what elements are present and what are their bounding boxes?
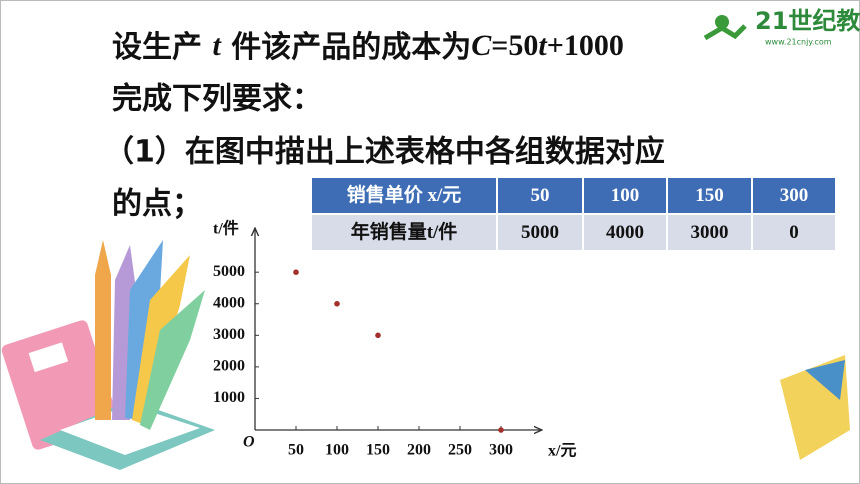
point [498, 427, 504, 433]
x-tick-label: 200 [407, 442, 431, 459]
table-cell [751, 213, 837, 252]
table-cell [496, 213, 584, 252]
table-text: 5000 [521, 222, 559, 243]
decoration [1, 240, 850, 470]
y-tick-label: 2000 [213, 358, 245, 375]
table-text: 3000 [691, 222, 729, 243]
problem-line: 设生产 t 件该产品的成本为C=50t+1000 [112, 29, 624, 65]
chart: 50 100 150 200 250 300 1000 2000 3000 4000 5000 Ox/… [213, 219, 576, 460]
text-part: =50 [491, 29, 538, 62]
text-part: 设生产 [112, 30, 212, 65]
y-tick-label: 1000 [213, 389, 245, 406]
y-axis-label: t/件 [213, 219, 239, 238]
text-part: t [212, 29, 222, 62]
table-text: 4000 [606, 222, 644, 243]
logo-url: www.21cnjy.com [765, 38, 832, 47]
y-tick-label: 3000 [213, 326, 245, 343]
x-tick-label: 100 [325, 442, 349, 459]
table-cell [751, 176, 837, 215]
table-cell [582, 213, 668, 252]
problem-line: （1）在图中描出上述表格中各组数据对应 [104, 135, 665, 170]
problem-line: 完成下列要求： [112, 82, 322, 117]
text-part: +1000 [547, 29, 624, 62]
point [334, 300, 340, 307]
x-tick-label: 300 [489, 442, 513, 459]
table-cell [310, 176, 498, 215]
text-part: t [538, 29, 548, 62]
point [293, 269, 299, 275]
y-tick-label: 4000 [213, 294, 245, 311]
table-cell [310, 213, 498, 252]
y-tick-label: 5000 [213, 263, 245, 280]
table-text: 年销售量t/件 [351, 220, 458, 243]
table-text: 300 [780, 185, 809, 206]
table-text: 50 [531, 185, 550, 206]
data-table: 销售单价 x/元 50 100 150 300 年销售量t/件 5000 4000 3000 0 [310, 176, 837, 252]
text-part: 件该产品的成本为 [221, 30, 471, 65]
x-tick-label: 50 [288, 442, 304, 459]
logo-text: 21世纪教育 [755, 7, 860, 35]
origin-label: O [243, 434, 255, 451]
x-axis-label: x/元 [548, 443, 576, 460]
table-text: 0 [789, 222, 799, 243]
table-text: 100 [611, 185, 640, 206]
x-tick-label: 150 [366, 442, 390, 459]
problem-line: 的点； [112, 187, 202, 222]
logo: 21世纪教育 www.21cnjy.com [703, 7, 860, 47]
point [375, 332, 381, 339]
text-part: C [471, 29, 492, 62]
x-tick-label: 250 [448, 442, 472, 459]
table-text: 150 [695, 185, 724, 206]
table-text: 销售单价 x/元 [347, 183, 462, 206]
